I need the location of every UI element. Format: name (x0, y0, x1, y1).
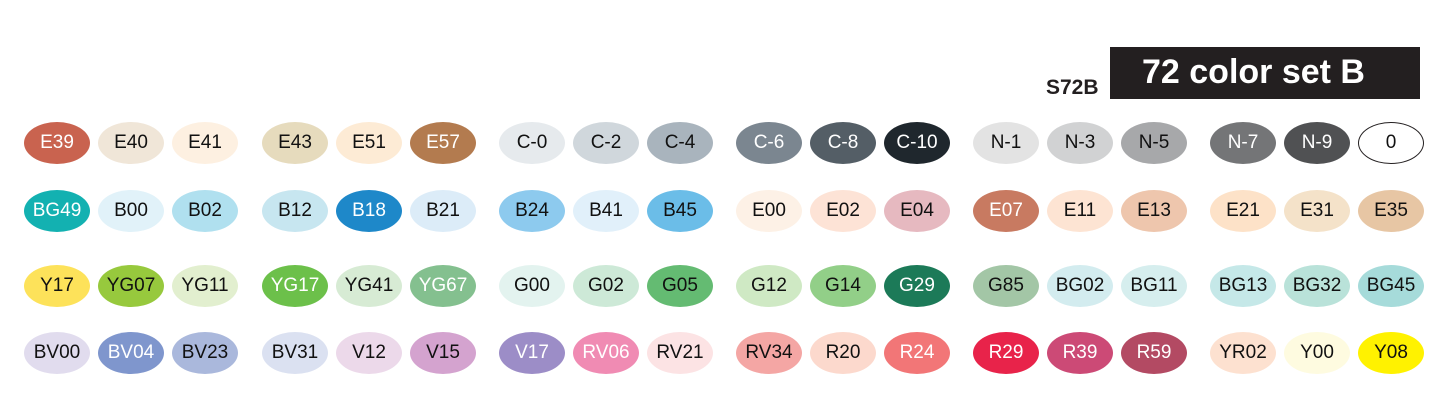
color-swatch: YG17 (262, 265, 328, 307)
color-swatch: B21 (410, 190, 476, 232)
color-swatch: G05 (647, 265, 713, 307)
color-swatch: YG07 (98, 265, 164, 307)
color-swatch: B45 (647, 190, 713, 232)
color-swatch: C-4 (647, 122, 713, 164)
color-swatch: C-8 (810, 122, 876, 164)
color-swatch: E57 (410, 122, 476, 164)
color-swatch: E31 (1284, 190, 1350, 232)
color-swatch: G12 (736, 265, 802, 307)
color-swatch: BV04 (98, 332, 164, 374)
color-swatch: G02 (573, 265, 639, 307)
color-swatch: YG11 (172, 265, 238, 307)
color-swatch: Y17 (24, 265, 90, 307)
title-banner: 72 color set B (1110, 47, 1420, 99)
color-swatch: BG02 (1047, 265, 1113, 307)
color-swatch: E04 (884, 190, 950, 232)
set-code: S72B (1046, 76, 1099, 99)
color-swatch: N-9 (1284, 122, 1350, 164)
color-swatch: YG67 (410, 265, 476, 307)
color-swatch: E13 (1121, 190, 1187, 232)
color-swatch: C-6 (736, 122, 802, 164)
color-swatch: E11 (1047, 190, 1113, 232)
color-swatch: R29 (973, 332, 1039, 374)
color-swatch: BV31 (262, 332, 328, 374)
color-swatch: RV21 (647, 332, 713, 374)
color-swatch: R20 (810, 332, 876, 374)
color-swatch: BV23 (172, 332, 238, 374)
color-swatch: E00 (736, 190, 802, 232)
color-swatch: V17 (499, 332, 565, 374)
color-swatch: E51 (336, 122, 402, 164)
color-swatch: Y08 (1358, 332, 1424, 374)
color-swatch: B24 (499, 190, 565, 232)
color-swatch: G00 (499, 265, 565, 307)
color-swatch: BG45 (1358, 265, 1424, 307)
color-swatch: B12 (262, 190, 328, 232)
color-swatch: E02 (810, 190, 876, 232)
color-swatch: BG49 (24, 190, 90, 232)
color-swatch: Y00 (1284, 332, 1350, 374)
color-swatch: B02 (172, 190, 238, 232)
color-swatch: E07 (973, 190, 1039, 232)
color-swatch: C-2 (573, 122, 639, 164)
color-swatch: BG32 (1284, 265, 1350, 307)
color-swatch: B18 (336, 190, 402, 232)
color-swatch: BV00 (24, 332, 90, 374)
color-swatch: B41 (573, 190, 639, 232)
color-swatch: E21 (1210, 190, 1276, 232)
color-swatch: E43 (262, 122, 328, 164)
color-swatch: BG11 (1121, 265, 1187, 307)
color-swatch: RV06 (573, 332, 639, 374)
color-swatch: R39 (1047, 332, 1113, 374)
color-swatch: C-10 (884, 122, 950, 164)
color-swatch: N-1 (973, 122, 1039, 164)
color-swatch: N-7 (1210, 122, 1276, 164)
color-swatch: RV34 (736, 332, 802, 374)
color-swatch: R24 (884, 332, 950, 374)
color-swatch: V12 (336, 332, 402, 374)
color-swatch: YG41 (336, 265, 402, 307)
color-swatch: YR02 (1210, 332, 1276, 374)
color-swatch: C-0 (499, 122, 565, 164)
color-swatch: G29 (884, 265, 950, 307)
color-swatch: N-3 (1047, 122, 1113, 164)
color-swatch: G14 (810, 265, 876, 307)
color-swatch: E39 (24, 122, 90, 164)
color-swatch: 0 (1358, 122, 1424, 164)
color-swatch: G85 (973, 265, 1039, 307)
color-swatch: E40 (98, 122, 164, 164)
color-swatch: R59 (1121, 332, 1187, 374)
color-swatch: N-5 (1121, 122, 1187, 164)
color-swatch: V15 (410, 332, 476, 374)
color-swatch: E41 (172, 122, 238, 164)
color-swatch: BG13 (1210, 265, 1276, 307)
color-swatch: B00 (98, 190, 164, 232)
color-swatch: E35 (1358, 190, 1424, 232)
set-title: 72 color set B (1142, 53, 1365, 91)
